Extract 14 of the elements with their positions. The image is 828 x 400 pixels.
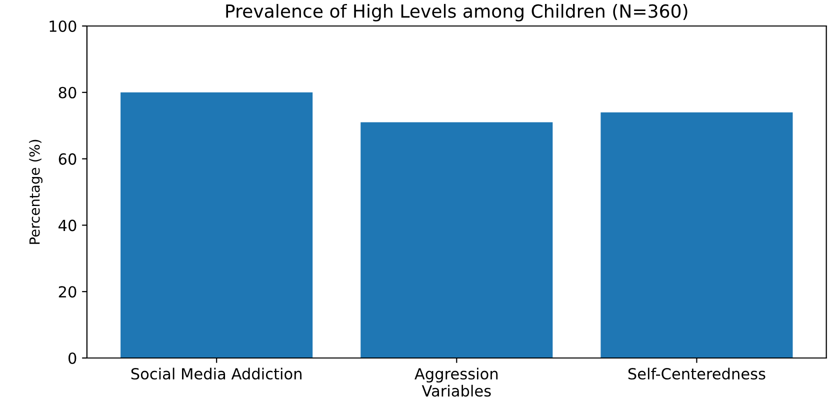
y-axis-title: Percentage (%) [29,140,42,244]
bar [600,112,793,358]
y-tick-label: 20 [58,286,76,298]
y-tick-label: 0 [68,352,76,364]
x-tick-label: Social Media Addiction [131,368,302,380]
bar [120,92,313,358]
y-tick-label: 80 [58,86,76,98]
y-tick-label: 40 [58,220,76,232]
x-tick-label: Aggression Variables [414,368,498,397]
bar [360,122,553,358]
y-tick-label: 60 [58,153,76,165]
chart-title: Prevalence of High Levels among Children (N=360) [226,4,688,22]
x-tick-label: Self-Centeredness [628,368,766,380]
y-tick-label: 100 [50,20,76,32]
